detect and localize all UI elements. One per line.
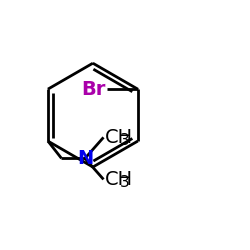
Text: CH: CH — [104, 128, 133, 147]
Text: CH: CH — [104, 170, 133, 189]
Text: Br: Br — [81, 80, 106, 99]
Text: 3: 3 — [119, 133, 129, 148]
Text: 3: 3 — [119, 175, 129, 190]
Text: N: N — [77, 149, 93, 168]
